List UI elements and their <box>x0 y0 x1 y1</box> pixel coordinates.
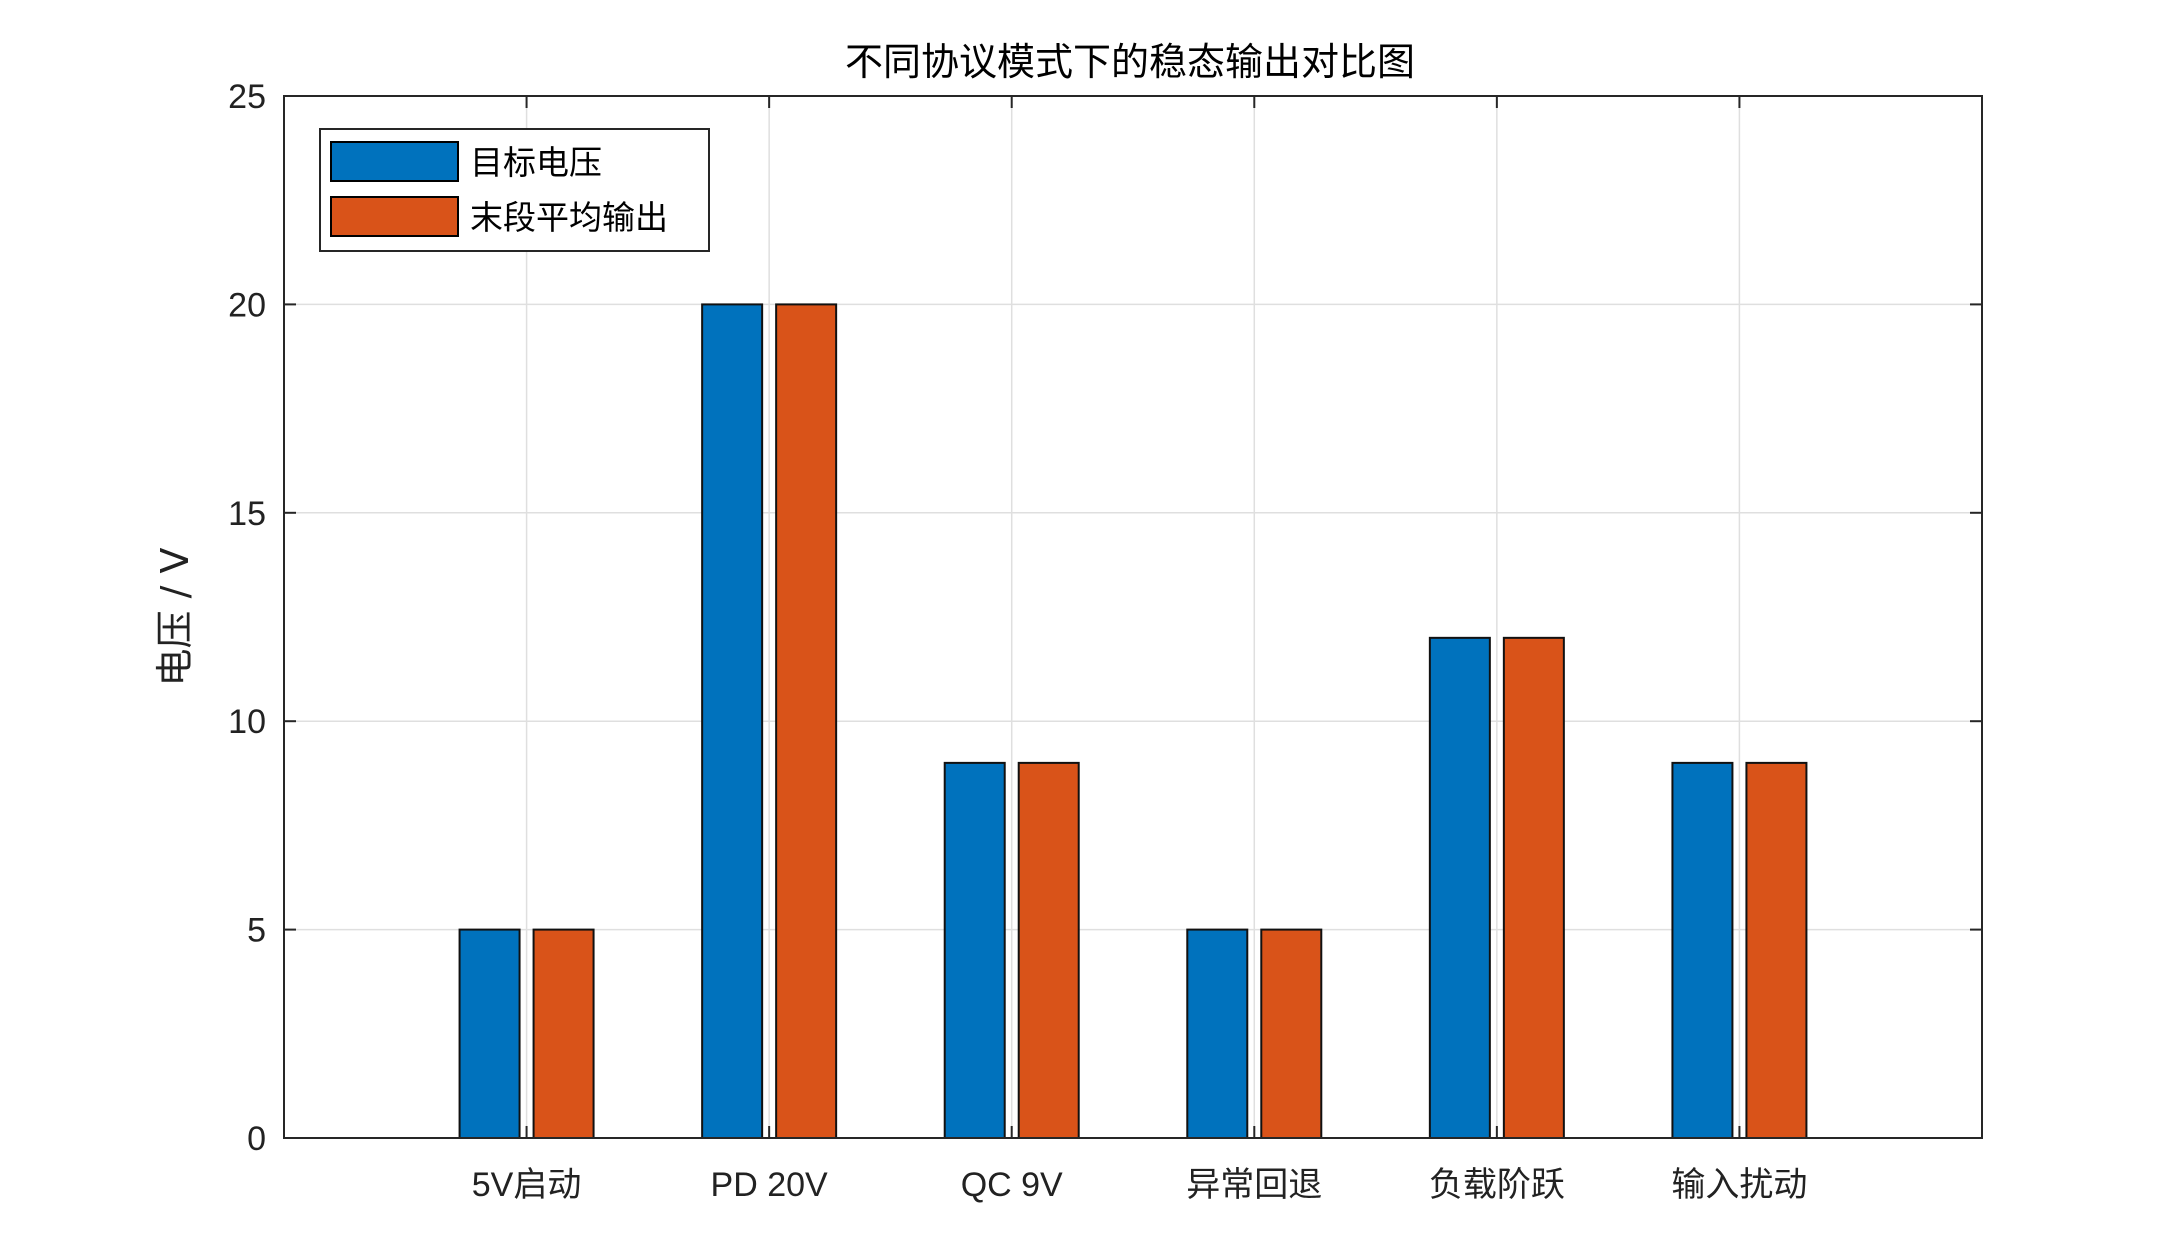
bar-target <box>1428 636 1491 1140</box>
bar-avg-output <box>1017 761 1080 1139</box>
bar-target <box>701 303 764 1139</box>
bar-target <box>458 928 521 1139</box>
y-tick-label: 25 <box>228 78 266 116</box>
x-tick-label: 5V启动 <box>472 1166 582 1204</box>
bar-avg-output <box>1260 928 1323 1139</box>
bar-target <box>1671 761 1734 1139</box>
y-tick-label: 15 <box>228 495 266 533</box>
ticks: 5V启动 PD 20V QC 9V 异常回退 负载阶跃 输入扰动 0 5 10 15 20 25 <box>228 78 1982 1204</box>
x-tick-label: 输入扰动 <box>1671 1166 1807 1204</box>
x-tick-label: QC 9V <box>961 1166 1063 1204</box>
x-tick-label: 负载阶跃 <box>1429 1166 1565 1204</box>
bars <box>458 303 1808 1140</box>
legend-label-avg-output: 末段平均输出 <box>470 198 668 237</box>
bar-avg-output <box>532 928 595 1139</box>
plot-frame <box>283 95 1983 1139</box>
bar-avg-output <box>1745 761 1808 1139</box>
x-tick-label: PD 20V <box>711 1166 828 1204</box>
y-axis-label: 电压 / V <box>153 548 197 687</box>
bar-target <box>943 761 1006 1139</box>
y-tick-label: 5 <box>247 912 266 950</box>
bar-avg-output <box>775 303 838 1139</box>
y-tick-label: 0 <box>247 1120 266 1158</box>
x-tick-label: 异常回退 <box>1186 1166 1322 1204</box>
chart-title: 不同协议模式下的稳态输出对比图 <box>845 40 1415 84</box>
legend-swatch-target-voltage <box>330 141 459 182</box>
legend: 目标电压 末段平均输出 <box>319 128 710 252</box>
y-tick-label: 10 <box>228 703 266 741</box>
bar-target <box>1186 928 1249 1139</box>
bar-avg-output <box>1502 636 1565 1140</box>
legend-label-target-voltage: 目标电压 <box>470 143 602 182</box>
legend-swatch-avg-output <box>330 196 459 237</box>
y-tick-label: 20 <box>228 286 266 324</box>
